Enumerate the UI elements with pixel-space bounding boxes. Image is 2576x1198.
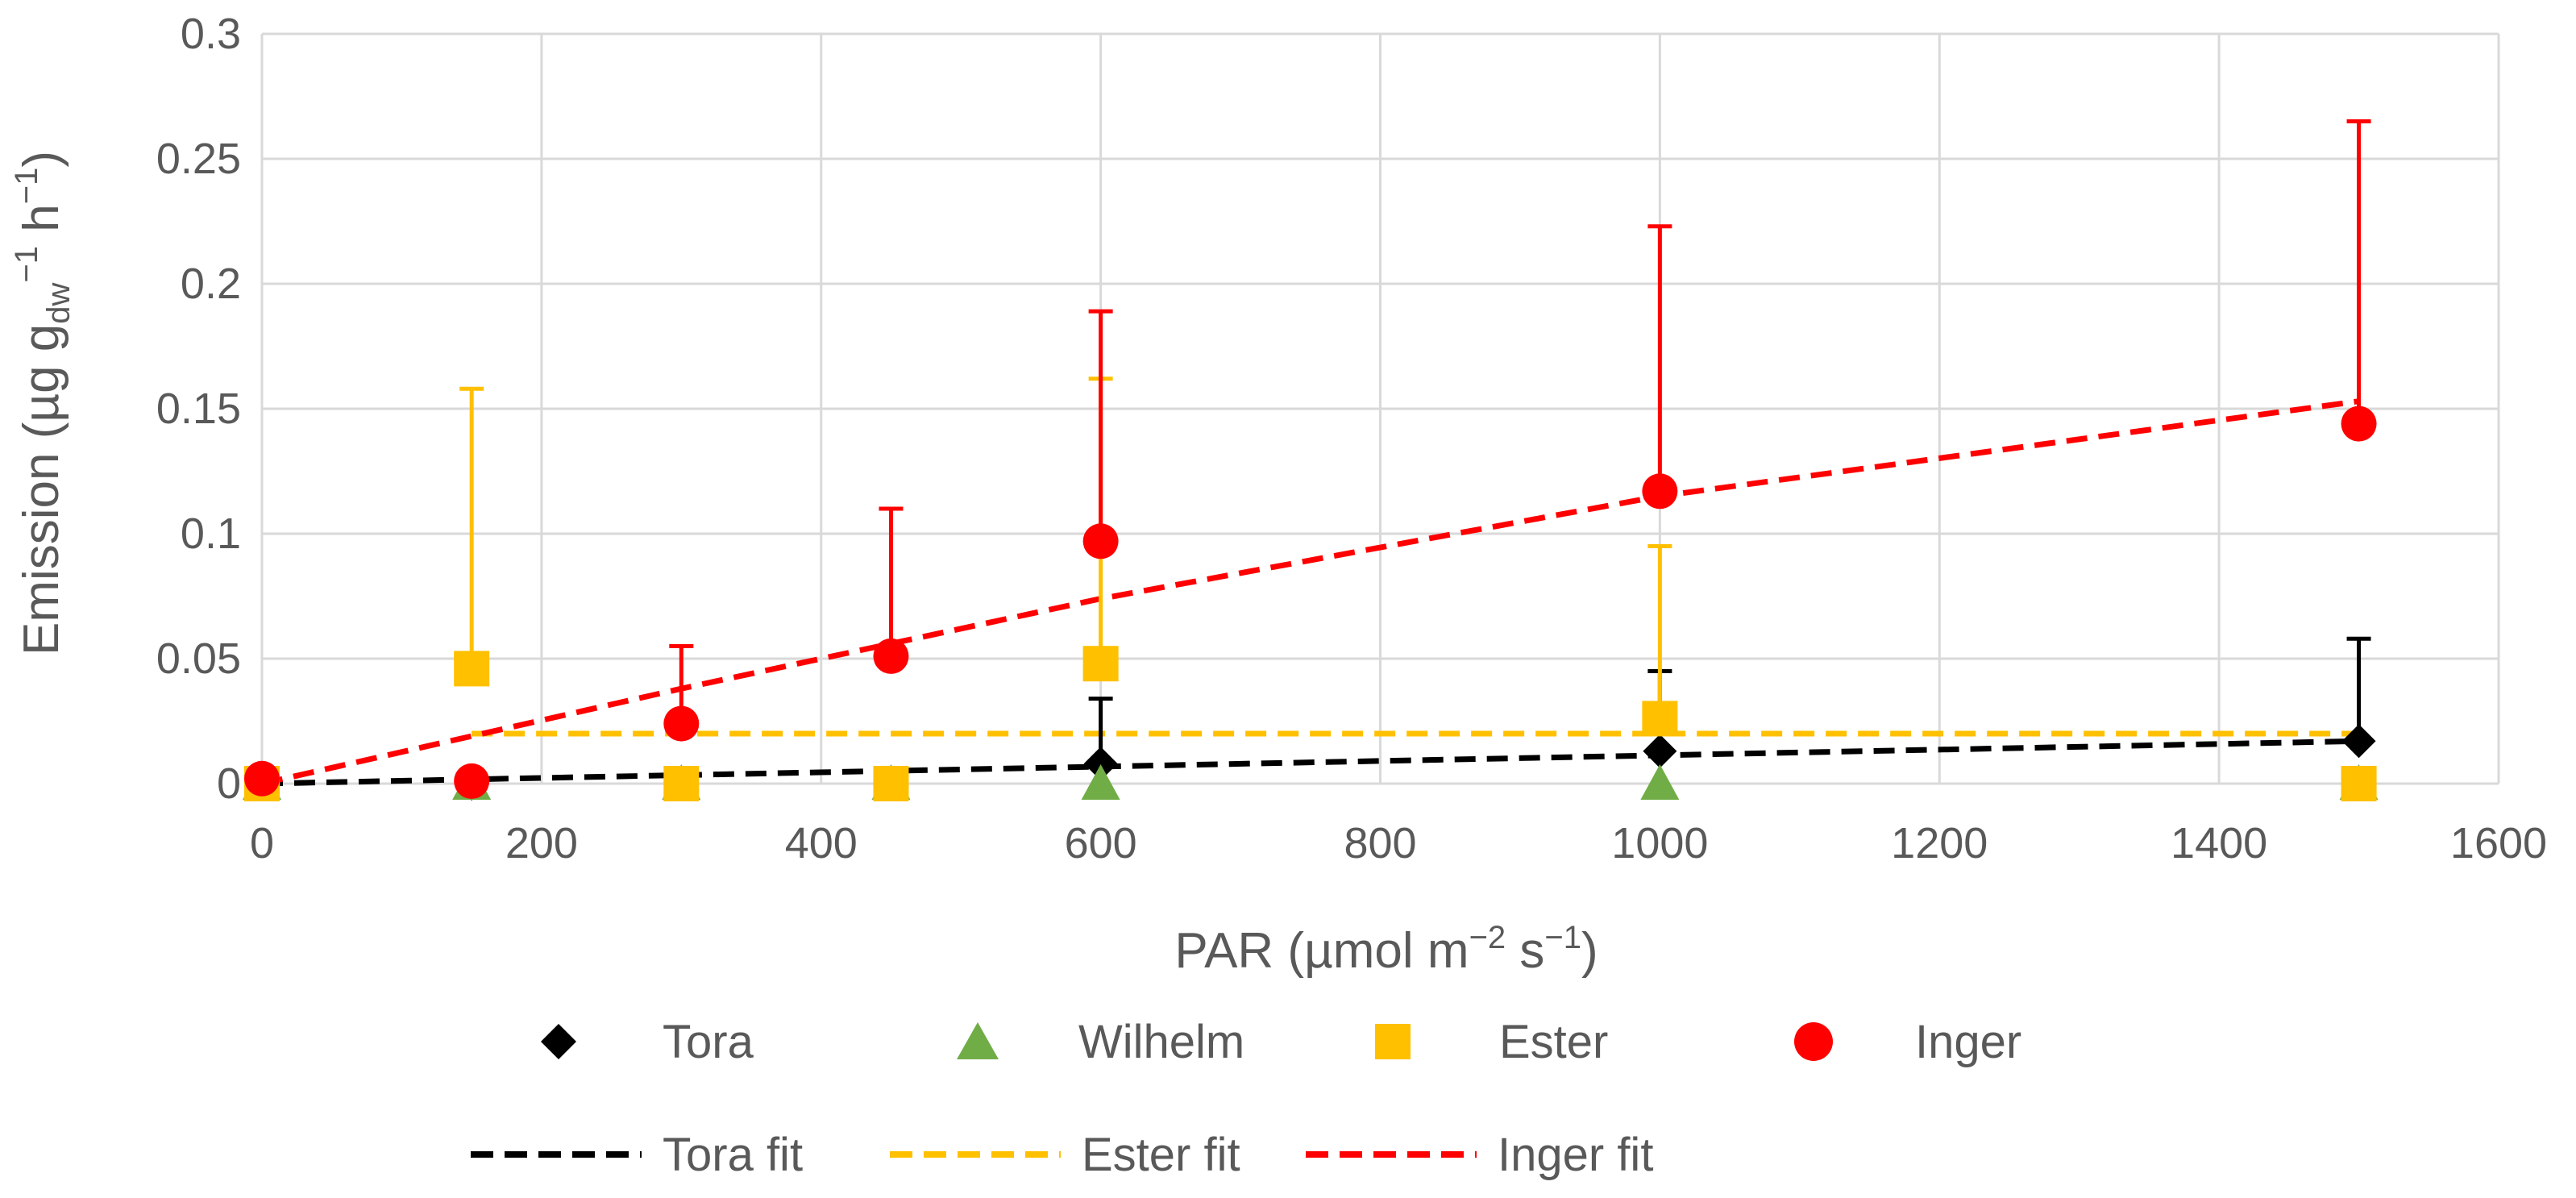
x-tick-label: 1600 — [2450, 819, 2547, 867]
legend-item-wilhelm: Wilhelm — [957, 1016, 1244, 1068]
ester-point — [873, 766, 909, 801]
tora-point — [1643, 734, 1677, 768]
x-tick-label: 1400 — [2171, 819, 2267, 867]
legend-label-inger: Inger — [1915, 1016, 2021, 1068]
inger-point — [1082, 523, 1119, 559]
legend-markers: Tora Wilhelm Ester Inger — [541, 1016, 2021, 1068]
y-tick-label: 0.15 — [156, 385, 241, 433]
legend-label-ester: Ester — [1499, 1016, 1608, 1068]
legend-diamond-icon — [541, 1024, 576, 1059]
y-tick-label: 0.05 — [156, 634, 241, 683]
y-tick-label: 0.25 — [156, 135, 241, 183]
tora-point — [1083, 747, 1118, 781]
x-tick-label: 400 — [785, 819, 858, 867]
gridlines — [260, 32, 2500, 785]
ester-point — [1642, 701, 1678, 737]
y-axis-title: Emission (µg gdw−1 h−1) — [9, 151, 77, 655]
ester-point — [2341, 766, 2377, 801]
inger-point — [454, 763, 490, 799]
y-tick-label: 0 — [217, 759, 241, 808]
legend-item-inger-fit: Inger fit — [1306, 1129, 1653, 1181]
legend-item-inger: Inger — [1794, 1016, 2021, 1068]
ester-point — [454, 651, 490, 687]
x-tick-label: 1200 — [1891, 819, 1988, 867]
legend-item-tora-fit: Tora fit — [471, 1129, 803, 1181]
legend-label-ester-fit: Ester fit — [1082, 1129, 1240, 1181]
x-tick-labels: 0 200 400 600 800 1000 1200 1400 1600 — [250, 819, 2547, 867]
y-tick-label: 0.2 — [181, 260, 241, 308]
x-axis-title: PAR (µmol m−2 s−1) — [1174, 920, 1598, 979]
inger-point — [2341, 406, 2377, 442]
y-tick-labels: 0 0.05 0.1 0.15 0.2 0.25 0.3 — [156, 10, 241, 808]
legend-label-tora-fit: Tora fit — [663, 1129, 803, 1181]
tora-point — [2341, 724, 2376, 759]
legend-triangle-icon — [957, 1022, 999, 1059]
inger-point — [873, 638, 909, 674]
y-tick-label: 0.3 — [181, 10, 241, 58]
ester-point — [1082, 646, 1119, 682]
inger-fit-line — [261, 398, 2360, 787]
legend-item-tora: Tora — [541, 1016, 754, 1068]
wilhelm-point — [1081, 764, 1120, 800]
error-bars — [459, 119, 2371, 764]
legend-label-inger-fit: Inger fit — [1498, 1129, 1653, 1181]
x-tick-label: 1000 — [1611, 819, 1708, 867]
legend-square-icon — [1375, 1024, 1411, 1059]
inger-point — [663, 705, 700, 742]
wilhelm-point — [1640, 764, 1680, 800]
legend-item-ester: Ester — [1375, 1016, 1608, 1068]
tora-fit-line — [261, 738, 2359, 787]
inger-point — [244, 760, 280, 797]
y-tick-label: 0.1 — [181, 510, 241, 558]
data-points — [243, 406, 2379, 801]
legend-item-ester-fit: Ester fit — [890, 1129, 1240, 1181]
fit-lines — [261, 398, 2360, 787]
x-tick-label: 0 — [250, 819, 274, 867]
legend-label-wilhelm: Wilhelm — [1078, 1016, 1244, 1068]
x-tick-label: 200 — [505, 819, 578, 867]
x-tick-label: 800 — [1344, 819, 1416, 867]
ester-point — [663, 766, 700, 801]
inger-point — [1642, 473, 1678, 510]
legend-circle-icon — [1794, 1022, 1833, 1061]
legend-label-tora: Tora — [663, 1016, 754, 1068]
x-tick-label: 600 — [1065, 819, 1137, 867]
legend-fits: Tora fit Ester fit Inger fit — [471, 1129, 1653, 1181]
